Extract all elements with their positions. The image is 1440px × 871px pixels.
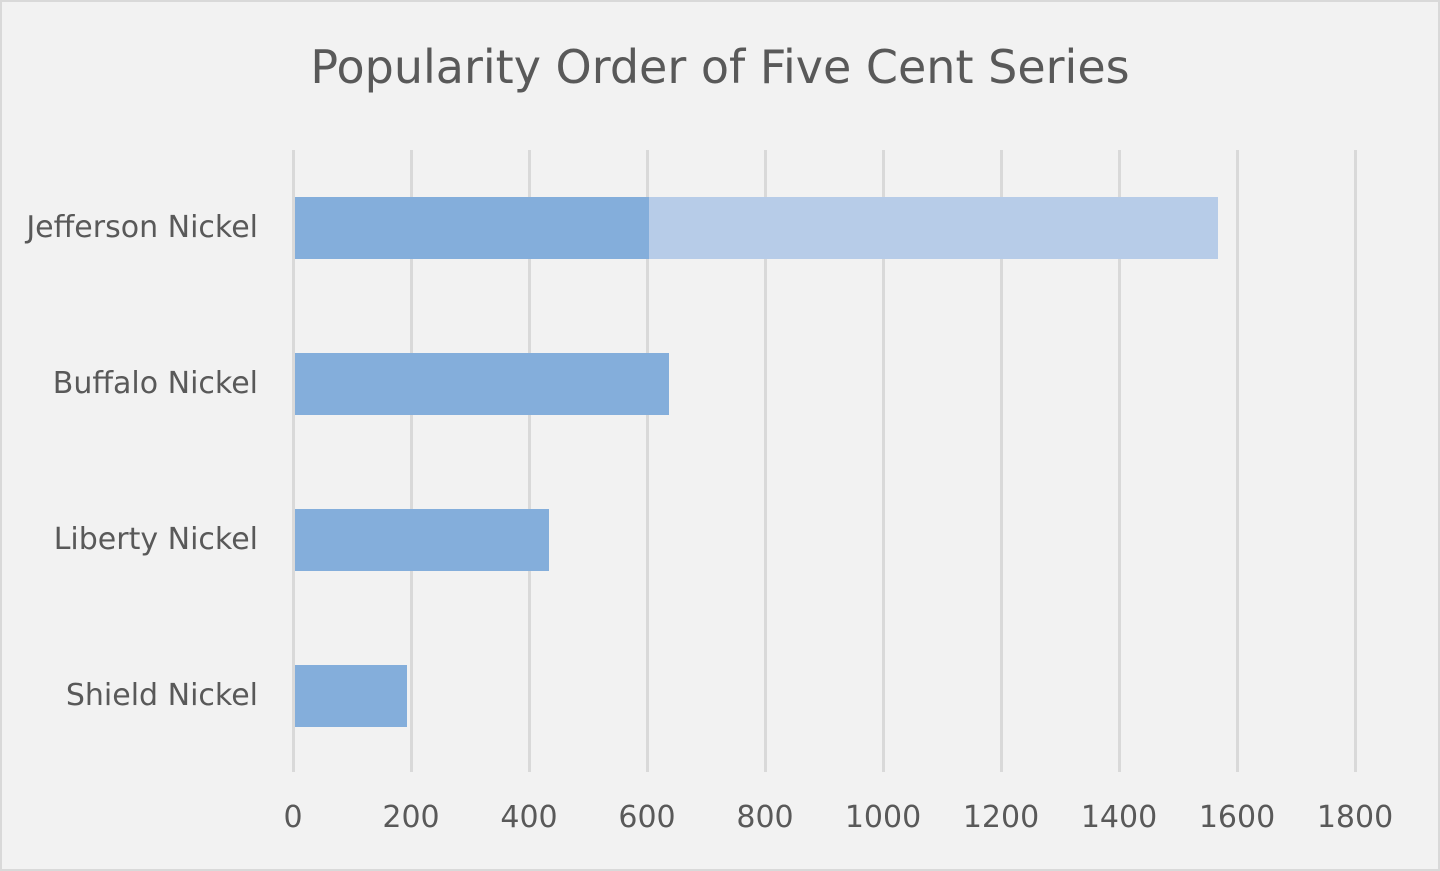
category-label: Liberty Nickel	[53, 522, 258, 557]
gridline	[882, 150, 885, 772]
x-tick-label: 1800	[1316, 800, 1394, 835]
x-tick-label: 400	[500, 800, 558, 835]
x-tick-label: 600	[618, 800, 676, 835]
x-tick-label: 1200	[962, 800, 1040, 835]
gridline	[410, 150, 413, 772]
x-tick-label: 1400	[1080, 800, 1158, 835]
x-tick-label: 800	[736, 800, 794, 835]
x-tick-label: 0	[283, 800, 303, 835]
category-label: Jefferson Nickel	[26, 210, 258, 245]
gridline	[292, 150, 295, 772]
chart-title: Popularity Order of Five Cent Series	[310, 40, 1130, 94]
bar-jefferson-nickel-series-1	[295, 197, 649, 259]
gridline	[1000, 150, 1003, 772]
gridline	[1354, 150, 1357, 772]
x-tick-label: 200	[382, 800, 440, 835]
category-label: Shield Nickel	[65, 678, 258, 713]
bar-shield-nickel-series-1	[295, 665, 408, 727]
gridline	[528, 150, 531, 772]
bar-jefferson-nickel-series-2	[649, 197, 1218, 259]
bar-liberty-nickel-series-1	[295, 509, 549, 571]
bar-buffalo-nickel-series-1	[295, 353, 670, 415]
x-tick-label: 1600	[1198, 800, 1276, 835]
gridline	[1118, 150, 1121, 772]
x-tick-label: 1000	[844, 800, 922, 835]
gridline	[646, 150, 649, 772]
category-label: Buffalo Nickel	[52, 366, 258, 401]
gridline	[1236, 150, 1239, 772]
gridline	[764, 150, 767, 772]
